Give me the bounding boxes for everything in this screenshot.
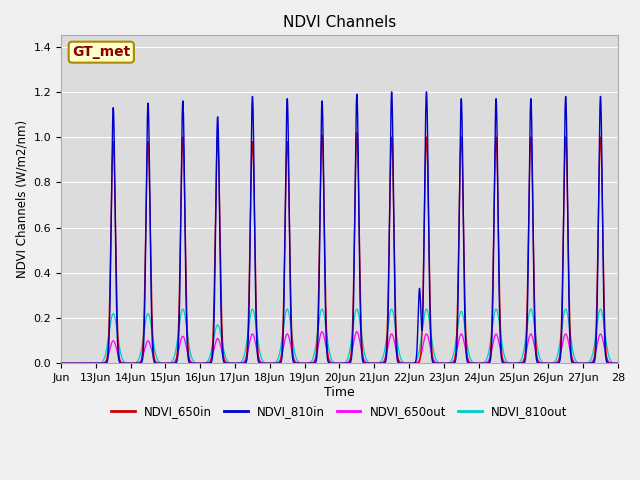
NDVI_650out xyxy=(470,360,477,366)
Line: NDVI_650in: NDVI_650in xyxy=(61,132,618,363)
NDVI_650out xyxy=(411,360,419,366)
NDVI_650in xyxy=(470,360,477,366)
NDVI_810in xyxy=(259,360,266,366)
NDVI_810in xyxy=(387,133,394,139)
NDVI_810out xyxy=(411,360,419,365)
Y-axis label: NDVI Channels (W/m2/nm): NDVI Channels (W/m2/nm) xyxy=(15,120,28,278)
NDVI_810in xyxy=(614,360,621,366)
NDVI_650in xyxy=(387,158,394,164)
NDVI_650out xyxy=(614,360,621,366)
NDVI_650out xyxy=(259,360,266,366)
NDVI_810in xyxy=(85,360,93,366)
NDVI_810in xyxy=(470,360,477,366)
NDVI_810out xyxy=(596,306,604,312)
NDVI_650out xyxy=(500,358,508,363)
NDVI_650in xyxy=(353,130,361,135)
NDVI_650in xyxy=(85,360,93,366)
NDVI_810out xyxy=(57,360,65,366)
NDVI_650in xyxy=(614,360,621,366)
NDVI_810out xyxy=(85,360,93,366)
NDVI_650out xyxy=(57,360,65,366)
X-axis label: Time: Time xyxy=(324,386,355,399)
NDVI_810out xyxy=(470,360,477,366)
Title: NDVI Channels: NDVI Channels xyxy=(283,15,396,30)
NDVI_650out xyxy=(387,333,394,338)
Line: NDVI_810out: NDVI_810out xyxy=(61,309,618,363)
NDVI_810out xyxy=(614,360,621,366)
Line: NDVI_650out: NDVI_650out xyxy=(61,332,618,363)
NDVI_650out xyxy=(353,329,361,335)
NDVI_650in xyxy=(500,360,508,365)
NDVI_810out xyxy=(387,308,394,314)
NDVI_810in xyxy=(411,360,419,366)
NDVI_810in xyxy=(422,89,430,95)
Text: GT_met: GT_met xyxy=(72,45,131,59)
NDVI_650in xyxy=(411,360,419,366)
NDVI_810out xyxy=(500,350,508,356)
NDVI_810in xyxy=(500,360,508,366)
NDVI_650in xyxy=(57,360,65,366)
NDVI_810in xyxy=(57,360,65,366)
NDVI_650in xyxy=(259,360,266,366)
NDVI_650out xyxy=(85,360,93,366)
Legend: NDVI_650in, NDVI_810in, NDVI_650out, NDVI_810out: NDVI_650in, NDVI_810in, NDVI_650out, NDV… xyxy=(106,401,573,423)
Line: NDVI_810in: NDVI_810in xyxy=(61,92,618,363)
NDVI_810out xyxy=(259,358,266,363)
